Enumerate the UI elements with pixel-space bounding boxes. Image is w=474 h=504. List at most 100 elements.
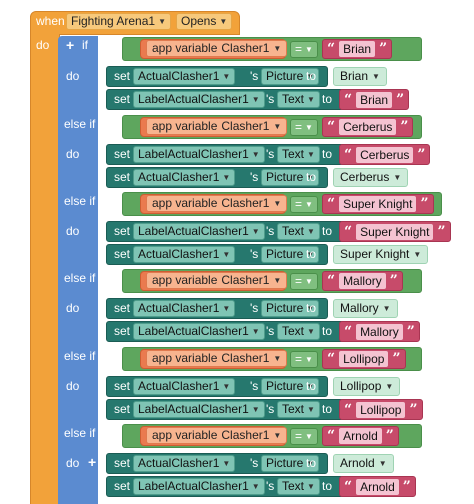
component-dropdown[interactable]: Fighting Arena1 ▼ (66, 13, 171, 30)
open-quote-icon: “ (344, 401, 353, 418)
component-selector[interactable]: ActualClasher1 ▼ (133, 300, 236, 317)
possessive-label: 's (266, 92, 275, 106)
image-asset-selector[interactable]: Lollipop ▼ (333, 377, 401, 396)
image-asset-selector[interactable]: Brian ▼ (333, 67, 387, 86)
text-string-block[interactable]: “Brian” (339, 89, 410, 110)
text-string-block[interactable]: “Super Knight” (322, 194, 434, 214)
remove-branch-icon[interactable]: − (104, 192, 113, 208)
component-selector[interactable]: ActualClasher1 ▼ (133, 378, 236, 395)
app-variable-getter[interactable]: app variable Clasher1 ▼ (146, 272, 288, 289)
component-selector-value: ActualClasher1 (138, 456, 220, 470)
text-string-value: Super Knight (339, 196, 417, 212)
equals-operator[interactable]: = ▼ (290, 428, 318, 445)
chevron-down-icon: ▼ (222, 382, 231, 391)
chevron-down-icon: ▼ (307, 327, 315, 336)
property-selector[interactable]: Picture ▼ (261, 378, 320, 395)
chevron-down-icon: ▼ (305, 45, 313, 54)
image-asset-selector[interactable]: Mallory ▼ (333, 299, 398, 318)
component-selector[interactable]: LabelActualClasher1 ▼ (133, 146, 265, 163)
equals-operator[interactable]: = ▼ (290, 41, 318, 58)
equals-operator[interactable]: = ▼ (290, 196, 318, 213)
text-string-block[interactable]: “Arnold” (322, 426, 399, 446)
set-label: set (114, 301, 131, 315)
component-selector-value: LabelActualClasher1 (138, 224, 249, 238)
possessive-label: 's (266, 224, 275, 238)
text-string-block[interactable]: “Mallory” (322, 271, 403, 291)
do-label: do (66, 69, 80, 83)
open-quote-icon: “ (327, 428, 336, 444)
app-variable-getter[interactable]: app variable Clasher1 ▼ (146, 350, 288, 367)
text-string-block[interactable]: “Cerberus” (322, 117, 414, 137)
component-selector[interactable]: ActualClasher1 ▼ (133, 68, 236, 85)
app-variable-getter[interactable]: app variable Clasher1 ▼ (146, 40, 288, 57)
equals-operator[interactable]: = ▼ (290, 119, 318, 136)
chevron-down-icon: ▼ (158, 17, 166, 26)
chevron-down-icon: ▼ (372, 72, 380, 81)
chevron-down-icon: ▼ (306, 173, 315, 182)
add-branch-icon[interactable]: + (66, 37, 75, 53)
property-selector[interactable]: Text ▼ (277, 478, 320, 495)
property-selector[interactable]: Picture ▼ (261, 300, 320, 317)
app-variable-name: Clasher1 (221, 119, 270, 133)
set-label: set (114, 147, 131, 161)
component-selector[interactable]: ActualClasher1 ▼ (133, 455, 236, 472)
property-selector[interactable]: Picture ▼ (261, 169, 320, 186)
image-asset-value: Lollipop (340, 379, 382, 393)
text-string-block[interactable]: “Arnold” (339, 476, 416, 497)
equals-operator[interactable]: = ▼ (290, 273, 318, 290)
component-selector[interactable]: LabelActualClasher1 ▼ (133, 401, 265, 418)
property-selector[interactable]: Text ▼ (277, 223, 320, 240)
remove-branch-icon[interactable]: − (104, 347, 113, 363)
text-string-block[interactable]: “Cerberus” (339, 144, 431, 165)
app-variable-getter[interactable]: app variable Clasher1 ▼ (146, 118, 288, 135)
text-string-block[interactable]: “Mallory” (339, 321, 420, 342)
if-block[interactable] (58, 36, 98, 504)
image-asset-selector[interactable]: Super Knight ▼ (333, 245, 429, 264)
open-quote-icon: “ (344, 323, 353, 340)
component-selector[interactable]: LabelActualClasher1 ▼ (133, 478, 265, 495)
property-selector[interactable]: Text ▼ (277, 146, 320, 163)
set-label: set (114, 402, 131, 416)
text-string-block[interactable]: “Lollipop” (339, 399, 423, 420)
component-dropdown-value: Fighting Arena1 (71, 14, 156, 28)
text-string-value: Lollipop (339, 351, 389, 367)
text-string-block[interactable]: “Lollipop” (322, 349, 406, 369)
app-variable-getter[interactable]: app variable Clasher1 ▼ (146, 195, 288, 212)
add-branch-icon[interactable]: + (88, 454, 97, 470)
chevron-down-icon: ▼ (251, 227, 260, 236)
component-selector[interactable]: LabelActualClasher1 ▼ (133, 323, 265, 340)
else-if-label: else if (64, 117, 96, 131)
equals-operator[interactable]: = ▼ (290, 351, 318, 368)
property-selector[interactable]: Picture ▼ (261, 246, 320, 263)
component-selector[interactable]: LabelActualClasher1 ▼ (133, 91, 265, 108)
close-quote-icon: ” (417, 146, 426, 163)
property-selector[interactable]: Text ▼ (277, 323, 320, 340)
text-string-block[interactable]: “Brian” (322, 39, 393, 59)
remove-branch-icon[interactable]: − (104, 115, 113, 131)
image-asset-selector[interactable]: Arnold ▼ (333, 454, 394, 473)
image-asset-selector[interactable]: Cerberus ▼ (333, 168, 409, 187)
component-selector[interactable]: LabelActualClasher1 ▼ (133, 223, 265, 240)
property-selector[interactable]: Picture ▼ (261, 68, 320, 85)
event-dropdown[interactable]: Opens ▼ (176, 13, 233, 30)
component-selector[interactable]: ActualClasher1 ▼ (133, 246, 236, 263)
property-selector[interactable]: Picture ▼ (261, 455, 320, 472)
text-string-block[interactable]: “Super Knight” (339, 221, 451, 242)
app-variable-name: Clasher1 (221, 428, 270, 442)
property-selector[interactable]: Text ▼ (277, 91, 320, 108)
property-selector[interactable]: Text ▼ (277, 401, 320, 418)
component-selector[interactable]: ActualClasher1 ▼ (133, 169, 236, 186)
remove-branch-icon[interactable]: − (104, 424, 113, 440)
chevron-down-icon: ▼ (222, 304, 231, 313)
app-variable-getter[interactable]: app variable Clasher1 ▼ (146, 427, 288, 444)
chevron-down-icon: ▼ (307, 227, 315, 236)
remove-branch-icon[interactable]: − (104, 269, 113, 285)
chevron-down-icon: ▼ (273, 276, 282, 285)
possessive-label: 's (266, 147, 275, 161)
property-selector-value: Text (282, 324, 305, 338)
else-if-label: else if (64, 271, 96, 285)
chevron-down-icon: ▼ (219, 17, 228, 26)
app-variable-name: Clasher1 (221, 196, 270, 210)
chevron-down-icon: ▼ (273, 44, 282, 53)
possessive-label: 's (250, 69, 259, 83)
